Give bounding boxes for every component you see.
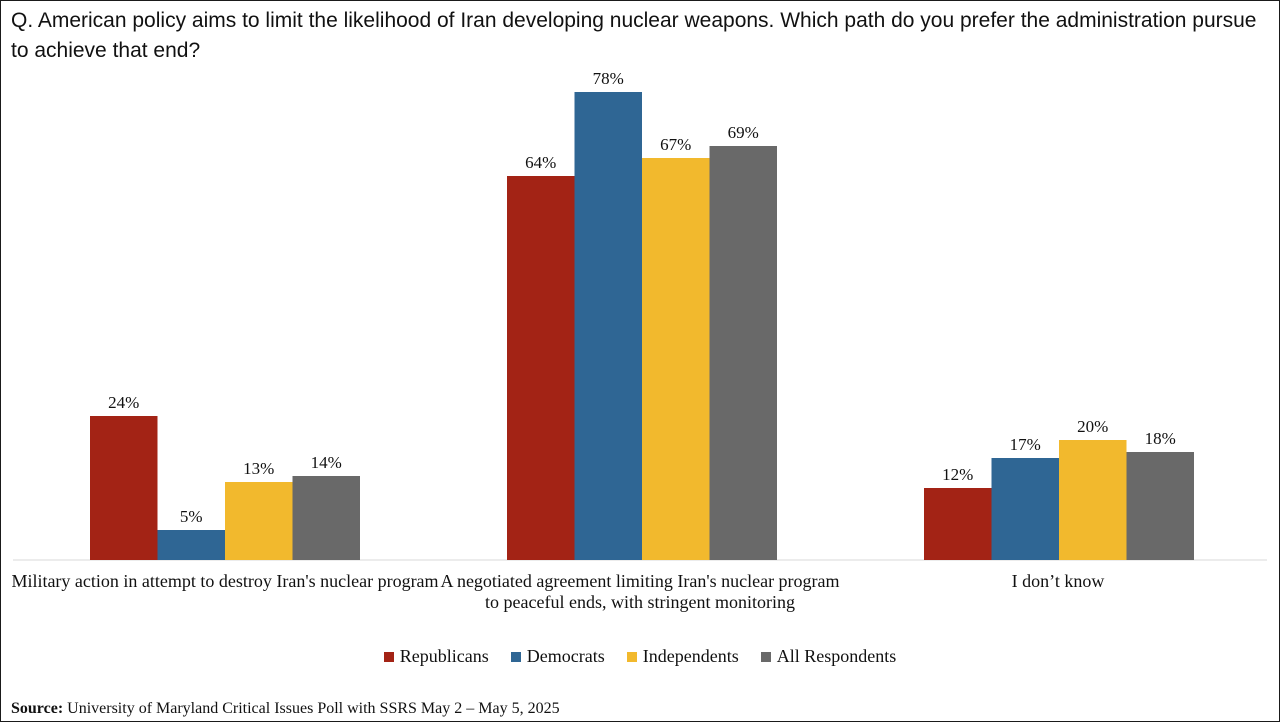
data-label-republicans-0: 24% <box>108 393 139 412</box>
data-label-all-respondents-2: 18% <box>1145 429 1176 448</box>
bar-republicans-2 <box>924 488 992 560</box>
legend: Republicans Democrats Independents All R… <box>0 646 1280 667</box>
data-label-republicans-2: 12% <box>942 465 973 484</box>
question-title: Q. American policy aims to limit the lik… <box>11 9 1257 62</box>
legend-item-democrats: Democrats <box>510 646 605 667</box>
data-label-democrats-0: 5% <box>180 507 203 526</box>
legend-swatch-democrats <box>510 651 521 662</box>
category-label-negotiated: A negotiated agreement limiting Iran's n… <box>440 571 840 612</box>
legend-swatch-republicans <box>383 651 394 662</box>
bar-all-respondents-0 <box>292 476 360 560</box>
bar-all-respondents-1 <box>709 146 777 560</box>
category-label-military: Military action in attempt to destroy Ir… <box>11 571 439 591</box>
legend-item-all-respondents: All Respondents <box>760 646 897 667</box>
bar-all-respondents-2 <box>1126 452 1194 560</box>
bar-democrats-1 <box>574 92 642 560</box>
legend-swatch-independents <box>626 651 637 662</box>
data-label-democrats-2: 17% <box>1010 435 1041 454</box>
data-label-republicans-1: 64% <box>525 153 556 172</box>
legend-item-republicans: Republicans <box>383 646 489 667</box>
bar-independents-1 <box>642 158 710 560</box>
source-note: Source: University of Maryland Critical … <box>11 700 560 718</box>
legend-swatch-all-respondents <box>760 651 771 662</box>
data-label-independents-1: 67% <box>660 135 691 154</box>
legend-label-independents: Independents <box>642 646 739 666</box>
legend-label-republicans: Republicans <box>399 646 489 666</box>
data-label-independents-2: 20% <box>1077 417 1108 436</box>
data-label-all-respondents-0: 14% <box>311 453 342 472</box>
legend-label-all-respondents: All Respondents <box>776 646 897 666</box>
data-label-democrats-1: 78% <box>593 69 624 88</box>
bar-independents-0 <box>225 482 293 560</box>
data-label-all-respondents-1: 69% <box>728 123 759 142</box>
bar-independents-2 <box>1059 440 1127 560</box>
source-label: Source: <box>11 700 64 717</box>
bar-democrats-2 <box>991 458 1059 560</box>
bar-republicans-1 <box>507 176 575 560</box>
bar-republicans-0 <box>90 416 158 560</box>
data-label-independents-0: 13% <box>243 459 274 478</box>
legend-label-democrats: Democrats <box>526 646 605 666</box>
category-label-dont-know: I don’t know <box>1011 571 1105 591</box>
source-text: University of Maryland Critical Issues P… <box>67 700 560 717</box>
bar-democrats-0 <box>157 530 225 560</box>
legend-item-independents: Independents <box>626 646 739 667</box>
